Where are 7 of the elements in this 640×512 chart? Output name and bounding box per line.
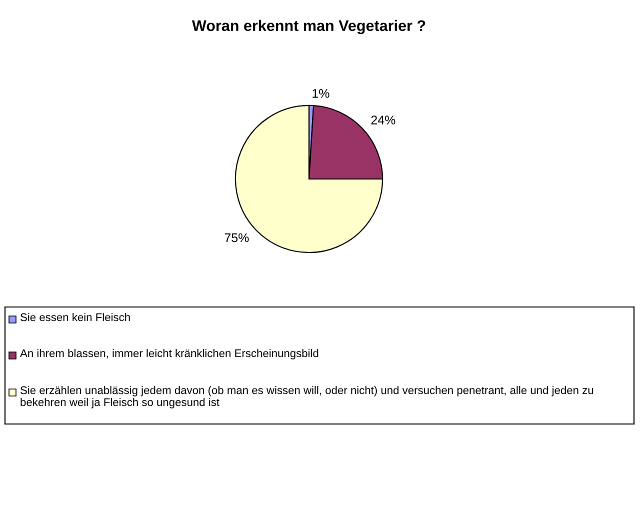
legend-label: Sie erzählen unablässig jedem davon (ob man es wissen will, oder nicht) und versuchen penetrant, alle und jeden zu bekehren weil ja Fleisch so ungesund ist [20,386,594,408]
data-label: 24% [371,116,396,124]
data-label: 75% [224,233,249,242]
chart-title: Woran erkennt man Vegetarier ? [192,20,426,34]
legend-label: Sie essen kein Fleisch [20,313,130,322]
data-label: 1% [312,89,330,98]
legend-label: An ihrem blassen, immer leicht kränklichen Erscheinungsbild [20,349,318,360]
